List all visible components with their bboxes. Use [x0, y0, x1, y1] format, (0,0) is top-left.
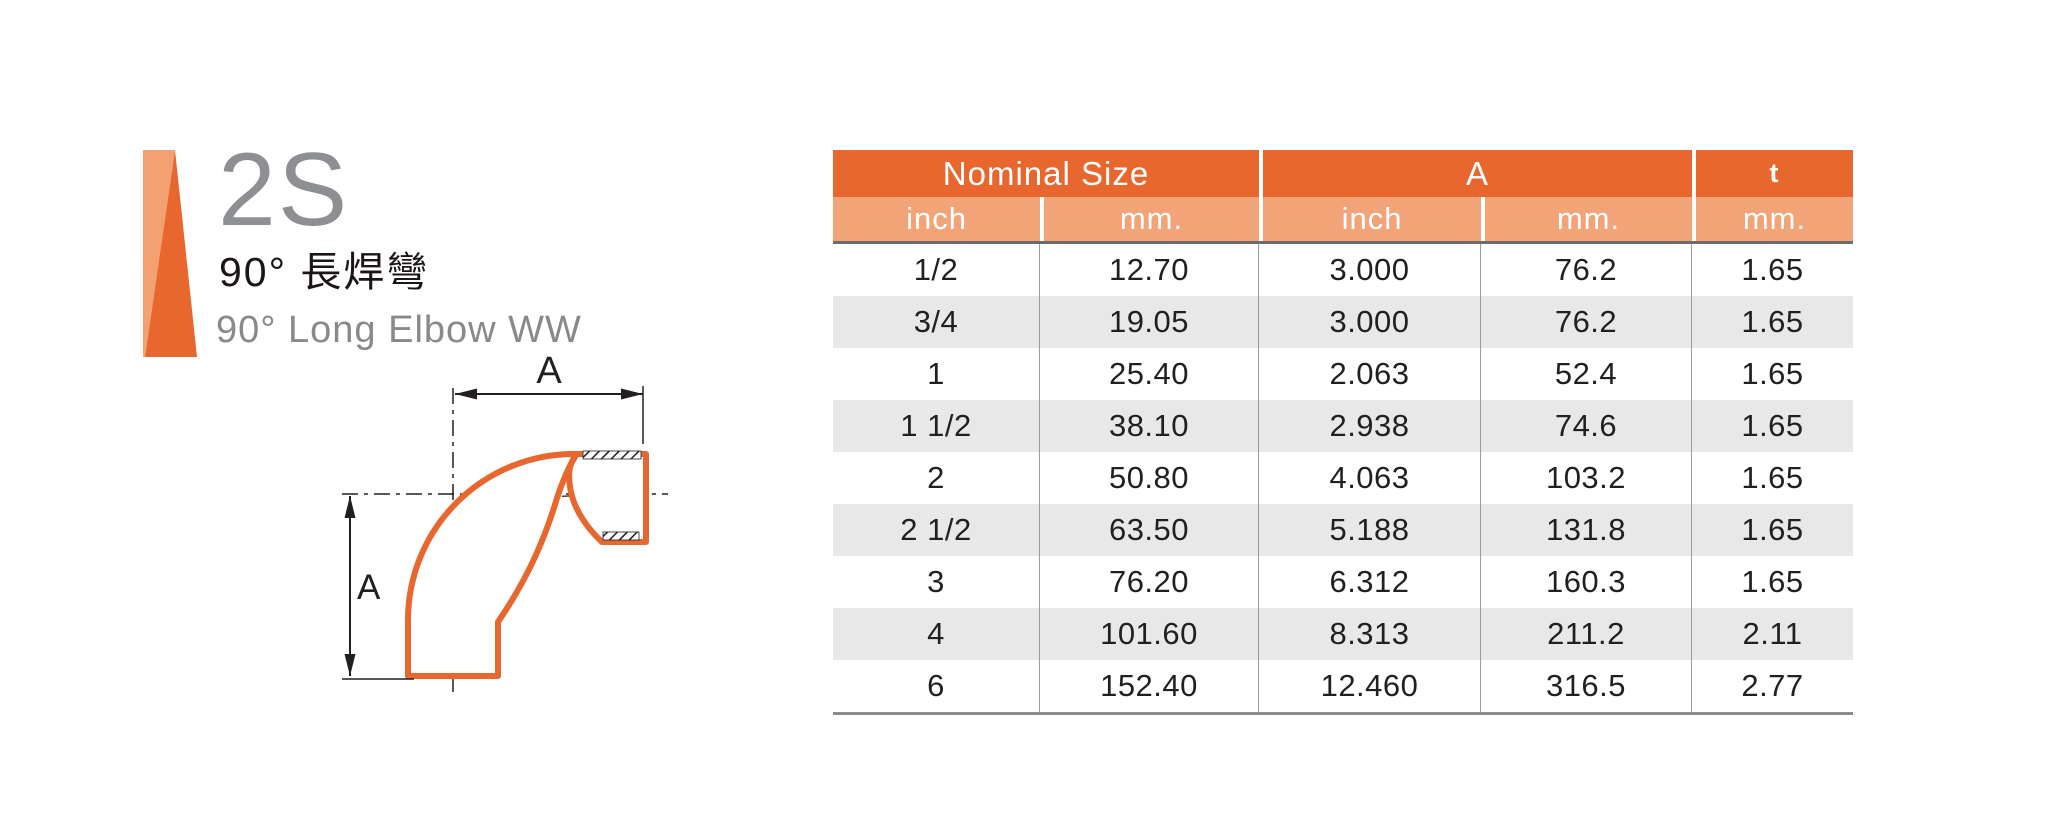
subheader-mm: mm. [1692, 197, 1853, 241]
table-cell: 12.70 [1040, 244, 1259, 296]
table-cell: 101.60 [1040, 608, 1259, 660]
table-cell: 2.77 [1741, 668, 1804, 703]
table-cell: 76.2 [1481, 296, 1692, 348]
table-cell: 1/2 [833, 244, 1040, 296]
table-cell: 2.063 [1259, 348, 1481, 400]
header-t: t [1692, 150, 1853, 197]
subheader-mm: mm. [1481, 197, 1692, 241]
table-cell: 5.188 [1259, 504, 1481, 556]
table-cell: 131.8 [1481, 504, 1692, 556]
table-cell: 152.40 [1040, 660, 1259, 712]
table-subheaders: inch mm. inch mm. mm. [833, 197, 1853, 244]
table-cell: 2 1/2 [833, 504, 1040, 556]
weld-hatch-bottom [602, 531, 640, 541]
table-row: 3/4 19.05 3.000 76.2 1.65 [833, 296, 1853, 348]
table-row: 2 50.80 4.063 103.2 1.65 [833, 452, 1853, 504]
table-cell: 50.80 [1040, 452, 1259, 504]
table-row: 1 1/2 38.10 2.938 74.6 1.65 [833, 400, 1853, 452]
subheader-inch: inch [906, 201, 967, 236]
header-nominal-size: Nominal Size [942, 154, 1150, 192]
table-cell: 2.938 [1259, 400, 1481, 452]
table-body: 1/2 12.70 3.000 76.2 1.65 3/4 19.05 3.000 76.2 1.… [833, 244, 1853, 715]
table-header-groups: Nominal Size A t [833, 150, 1853, 197]
table-cell: 1.65 [1741, 356, 1804, 391]
table-cell: 76.2 [1481, 244, 1692, 296]
table-cell: 4 [833, 608, 1040, 660]
subheader-mm: mm. [1040, 197, 1259, 241]
table-cell: 4.063 [1259, 452, 1481, 504]
table-cell: 1.65 [1741, 304, 1804, 339]
spec-table: Nominal Size A t inch mm. inch mm. mm. 1… [833, 150, 1853, 715]
table-cell: 316.5 [1481, 660, 1692, 712]
elbow-diagram: A A [320, 350, 730, 720]
elbow-outline [405, 451, 649, 679]
table-cell: 6.312 [1259, 556, 1481, 608]
table-cell: 19.05 [1040, 296, 1259, 348]
table-cell: 74.6 [1481, 400, 1692, 452]
brand-accent-bar [143, 150, 197, 357]
table-cell: 25.40 [1040, 348, 1259, 400]
table-cell: 1.65 [1741, 460, 1804, 495]
table-cell: 2.11 [1742, 616, 1803, 651]
dim-label-left: A [357, 568, 381, 607]
product-title-zh: 90° 長焊彎 [219, 249, 430, 295]
table-cell: 52.4 [1481, 348, 1692, 400]
table-row: 4 101.60 8.313 211.2 2.11 [833, 608, 1853, 660]
table-cell: 1 [833, 348, 1040, 400]
table-cell: 76.20 [1040, 556, 1259, 608]
arrowhead-up [344, 496, 356, 518]
table-cell: 3 [833, 556, 1040, 608]
table-cell: 1.65 [1741, 408, 1804, 443]
table-cell: 3.000 [1259, 296, 1481, 348]
table-row: 6 152.40 12.460 316.5 2.77 [833, 660, 1853, 712]
elbow-drawing: A A [342, 350, 668, 698]
table-cell: 1.65 [1741, 252, 1804, 287]
weld-hatch-top [582, 450, 642, 460]
table-cell: 3/4 [833, 296, 1040, 348]
product-code: 2S [218, 132, 350, 248]
table-row: 2 1/2 63.50 5.188 131.8 1.65 [833, 504, 1853, 556]
table-cell: 6 [833, 660, 1040, 712]
arrowhead-down [344, 654, 356, 676]
table-row: 3 76.20 6.312 160.3 1.65 [833, 556, 1853, 608]
dim-label-top: A [536, 350, 562, 392]
table-row: 1/2 12.70 3.000 76.2 1.65 [833, 244, 1853, 296]
table-cell: 211.2 [1481, 608, 1692, 660]
arrowhead-left [455, 388, 477, 400]
table-cell: 3.000 [1259, 244, 1481, 296]
table-cell: 1 1/2 [833, 400, 1040, 452]
header-a: A [1259, 150, 1692, 197]
arrowhead-right [621, 388, 643, 400]
table-cell: 1.65 [1741, 512, 1804, 547]
table-cell: 160.3 [1481, 556, 1692, 608]
table-cell: 38.10 [1040, 400, 1259, 452]
table-row: 1 25.40 2.063 52.4 1.65 [833, 348, 1853, 400]
table-cell: 103.2 [1481, 452, 1692, 504]
table-cell: 8.313 [1259, 608, 1481, 660]
table-cell: 2 [833, 452, 1040, 504]
table-cell: 1.65 [1741, 564, 1804, 599]
product-title-en: 90° Long Elbow WW [216, 309, 582, 351]
table-cell: 12.460 [1259, 660, 1481, 712]
subheader-inch: inch [1259, 197, 1481, 241]
brand-bar-graphic [143, 150, 197, 357]
table-cell: 63.50 [1040, 504, 1259, 556]
